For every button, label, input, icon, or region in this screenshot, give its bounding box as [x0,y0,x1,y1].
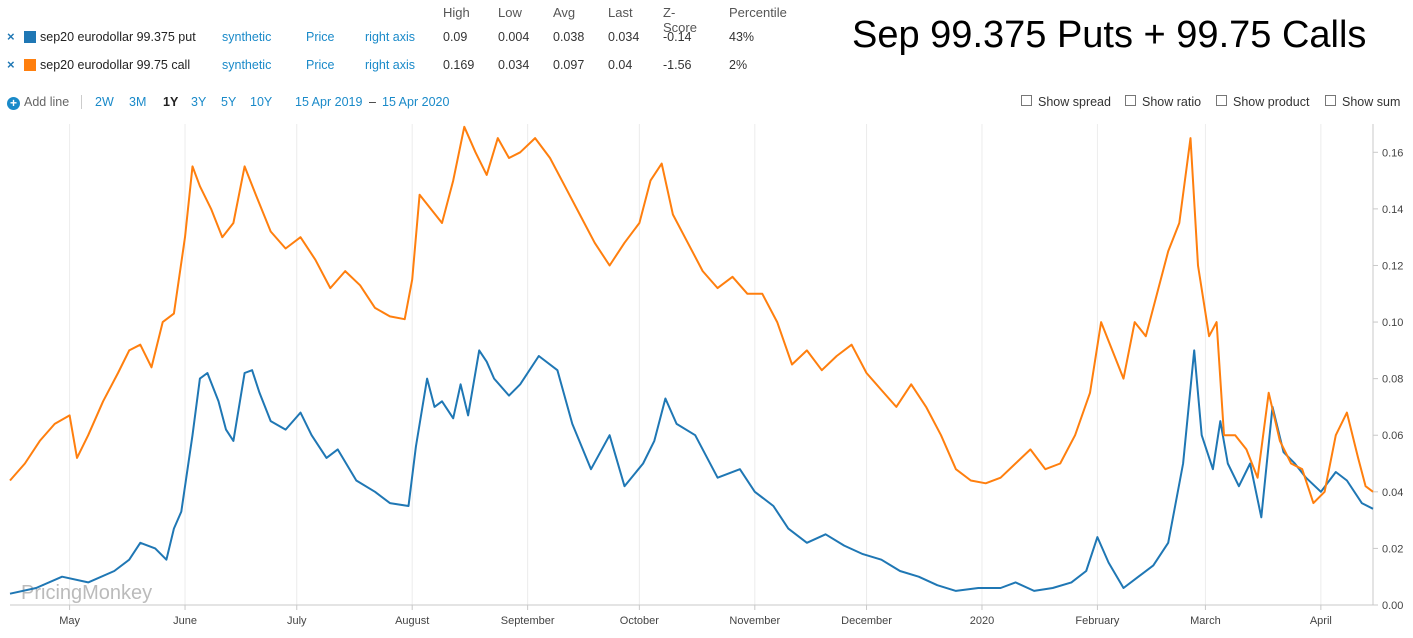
y-tick-label: 0.12 [1382,260,1403,272]
x-tick-label: 2020 [970,615,994,627]
x-tick-label: October [620,615,659,627]
stat-percentile: 43% [729,30,755,44]
watermark: PricingMonkey [21,582,152,604]
series-field-link[interactable]: Price [306,58,335,72]
show-product-checkbox[interactable]: Show product [1216,92,1309,112]
show-spread-checkbox[interactable]: Show spread [1021,92,1111,112]
col-header-high: High [443,5,470,20]
stat-avg: 0.038 [553,30,585,44]
stat-avg: 0.097 [553,58,585,72]
stat-zscore: -0.14 [663,30,692,44]
series-field-link[interactable]: Price [306,30,335,44]
series-axis-link[interactable]: right axis [365,58,416,72]
show-product-label: Show product [1233,95,1310,109]
series-line-call[interactable] [9,125,1374,505]
stat-percentile: 2% [729,58,748,72]
y-tick-label: 0.16 [1382,147,1403,159]
series-type-link[interactable]: synthetic [222,30,272,44]
date-to-picker[interactable]: 15 Apr 2020 [382,95,450,109]
series-name: sep20 eurodollar 99.75 call [40,58,191,72]
y-axis-ticks: 0.00 0.02 0.04 0.06 0.08 0.10 0.12 0.14 0.16 [1373,147,1403,612]
col-header-zscore: Z-Score [663,5,697,35]
x-tick-label: June [173,615,197,627]
range-5y-button[interactable]: 5Y [221,95,237,109]
add-line-button[interactable]: + Add line [7,92,69,112]
chart-title: Sep 99.375 Puts + 99.75 Calls [852,14,1367,56]
y-tick-label: 0.06 [1382,430,1403,442]
col-header-percentile: Percentile [729,5,787,20]
date-from-picker[interactable]: 15 Apr 2019 [295,95,363,109]
plus-circle-icon: + [7,97,20,110]
x-tick-label: May [59,615,80,627]
stat-low: 0.034 [498,58,530,72]
series-axis-link[interactable]: right axis [365,30,416,44]
checkbox-box [1021,95,1032,106]
show-sum-checkbox[interactable]: Show sum [1325,92,1400,112]
y-tick-label: 0.04 [1382,487,1403,499]
stat-low: 0.004 [498,30,530,44]
remove-series-button[interactable]: × [7,29,15,44]
x-tick-label: September [501,615,555,627]
x-tick-label: December [841,615,892,627]
col-header-avg: Avg [553,5,576,20]
series-name: sep20 eurodollar 99.375 put [40,30,196,44]
y-tick-label: 0.02 [1382,543,1403,555]
chart-series [9,125,1374,595]
checkbox-box [1325,95,1336,106]
range-10y-button[interactable]: 10Y [250,95,273,109]
show-spread-label: Show spread [1038,95,1111,109]
show-sum-label: Show sum [1342,95,1401,109]
stat-high: 0.09 [443,30,468,44]
range-3y-button[interactable]: 3Y [191,95,207,109]
range-2w-button[interactable]: 2W [95,95,114,109]
x-tick-label: February [1075,615,1120,627]
x-tick-label: April [1310,615,1332,627]
series-color-swatch[interactable] [24,31,36,43]
series-color-swatch[interactable] [24,59,36,71]
checkbox-box [1125,95,1136,106]
date-separator: – [369,95,376,109]
col-header-last: Last [608,5,633,20]
toolbar-divider [81,95,82,109]
x-tick-label: August [395,615,429,627]
x-tick-label: July [287,615,307,627]
checkbox-box [1216,95,1227,106]
remove-series-button[interactable]: × [7,57,15,72]
stat-high: 0.169 [443,58,475,72]
y-tick-label: 0.14 [1382,204,1403,216]
show-ratio-checkbox[interactable]: Show ratio [1125,92,1201,112]
series-type-link[interactable]: synthetic [222,58,272,72]
stat-zscore: -1.56 [663,58,692,72]
series-line-put[interactable] [9,349,1374,595]
stat-last: 0.034 [608,30,640,44]
y-tick-label: 0.10 [1382,317,1403,329]
stat-last: 0.04 [608,58,633,72]
x-tick-label: March [1190,615,1221,627]
x-tick-label: November [729,615,780,627]
range-1y-button[interactable]: 1Y [163,95,179,109]
x-axis-ticks: May June July August September October Novembe… [59,605,1332,627]
show-ratio-label: Show ratio [1142,95,1202,109]
chart-grid [69,124,1322,605]
y-tick-label: 0.08 [1382,374,1403,386]
col-header-low: Low [498,5,522,20]
add-line-label: Add line [24,95,70,109]
y-tick-label: 0.00 [1382,600,1403,612]
range-3m-button[interactable]: 3M [129,95,147,109]
